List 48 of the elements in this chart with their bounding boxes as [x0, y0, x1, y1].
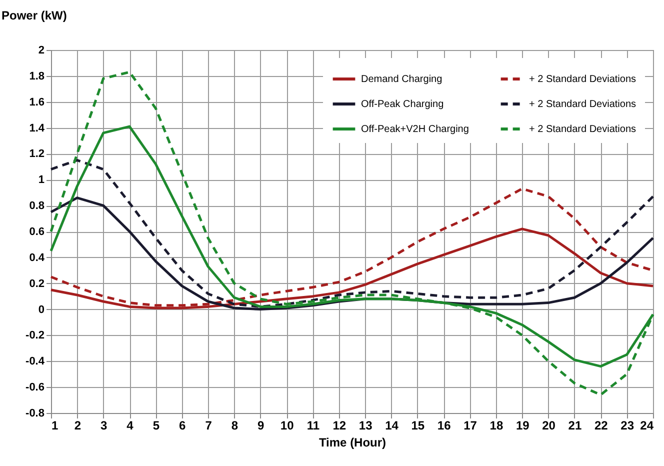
y-tick-label: 0.2 [29, 278, 44, 290]
x-tick-label: 1 [52, 418, 58, 432]
legend-label: Demand Charging [361, 74, 442, 85]
x-tick-label: 7 [205, 418, 212, 432]
x-tick-label: 19 [516, 418, 530, 432]
x-tick-label: 3 [100, 418, 108, 432]
x-tick-label: 24 [640, 418, 654, 432]
y-tick-label: -0.2 [26, 330, 44, 342]
x-tick-label: 2 [74, 418, 82, 432]
y-tick-label: 0.6 [29, 226, 44, 238]
x-tick-label: 8 [231, 418, 238, 432]
y-tick-label: -0.4 [26, 356, 46, 368]
x-tick-label: 21 [568, 418, 582, 432]
y-tick-label: -0.6 [26, 382, 44, 394]
legend-label: + 2 Standard Deviations [529, 99, 636, 110]
legend-label: Off-Peak Charging [361, 99, 444, 110]
legend-label: Off-Peak+V2H Charging [361, 124, 469, 135]
y-tick-label: 2 [38, 44, 44, 56]
x-tick-label: 4 [126, 418, 134, 432]
x-tick-label: 20 [542, 418, 556, 432]
x-tick-label: 11 [306, 418, 320, 432]
x-tick-label: 10 [280, 418, 294, 432]
x-axis-title: Time (Hour) [318, 436, 386, 450]
y-tick-label: -0.8 [26, 408, 44, 420]
x-tick-label: 9 [258, 418, 265, 432]
y-tick-label: 0.4 [29, 252, 46, 264]
x-tick-label: 5 [152, 418, 160, 432]
x-tick-label: 13 [358, 418, 373, 432]
x-tick-label: 17 [464, 418, 478, 432]
x-tick-label: 14 [385, 418, 399, 432]
x-tick-label: 16 [437, 418, 452, 432]
x-tick-label: 15 [411, 418, 425, 432]
x-tick-label: 18 [490, 418, 504, 432]
legend-label: + 2 Standard Deviations [529, 124, 636, 135]
x-tick-label: 22 [594, 418, 608, 432]
y-tick-label: 0.8 [29, 200, 44, 212]
y-tick-label: 0 [38, 304, 44, 316]
x-tick-label: 23 [620, 418, 634, 432]
y-tick-label: 1.6 [29, 96, 44, 108]
line-series [50, 158, 654, 308]
y-tick-label: 1.2 [29, 148, 44, 160]
y-tick-label: 1 [38, 174, 44, 186]
y-tick-label: 1.4 [29, 122, 46, 134]
x-tick-label: 6 [179, 418, 186, 432]
y-tick-label: 1.8 [29, 70, 44, 82]
legend-label: + 2 Standard Deviations [529, 74, 636, 85]
x-tick-label: 12 [332, 418, 346, 432]
y-axis-title: Power (kW) [2, 8, 67, 22]
